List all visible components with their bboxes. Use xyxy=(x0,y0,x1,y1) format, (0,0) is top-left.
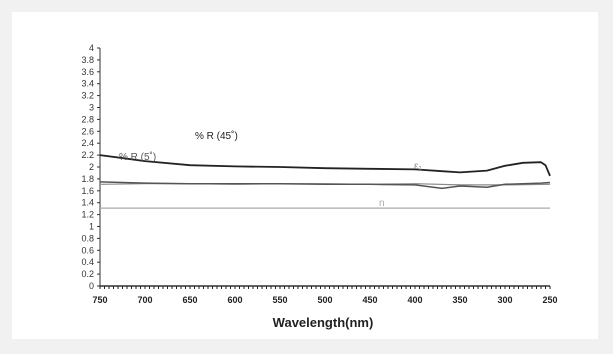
y-tick-label: 2.2 xyxy=(81,150,94,160)
x-tick-label: 450 xyxy=(362,295,377,305)
x-tick-label: 400 xyxy=(407,295,422,305)
y-tick-label: 1 xyxy=(89,222,94,232)
series-label-3: n xyxy=(379,198,385,209)
y-tick-label: 3.6 xyxy=(81,67,94,77)
y-tick-label: 3.4 xyxy=(81,79,94,89)
y-tick-label: 0.6 xyxy=(81,245,94,255)
y-tick-label: 0.8 xyxy=(81,233,94,243)
y-tick-label: 2.8 xyxy=(81,114,94,124)
series-line-0 xyxy=(99,154,551,177)
y-tick-label: 2.4 xyxy=(81,138,94,148)
x-tick-label: 700 xyxy=(137,295,152,305)
y-tick-label: 1.4 xyxy=(81,198,94,208)
x-tick-label: 750 xyxy=(92,295,107,305)
x-tick-label: 250 xyxy=(542,295,557,305)
series-labels: % R (45˚) % R (5˚) ε₁ n xyxy=(119,130,422,209)
series-lines xyxy=(99,154,551,209)
chart-frame: 0 0.2 0.4 0.6 0.8 1 1.2 1.4 1.6 1.8 2 2.2 2.4 2.6 2.8 3… xyxy=(12,12,598,339)
y-tick-label: 3.2 xyxy=(81,91,94,101)
x-tick-label: 600 xyxy=(227,295,242,305)
y-tick-label: 2.6 xyxy=(81,126,94,136)
series-label-2: ε₁ xyxy=(414,161,422,172)
x-tick-label: 550 xyxy=(272,295,287,305)
y-tick-label: 0 xyxy=(89,281,94,291)
x-tick-label: 300 xyxy=(497,295,512,305)
x-tick-label: 650 xyxy=(182,295,197,305)
y-tick-label: 1.8 xyxy=(81,174,94,184)
y-tick-label: 4 xyxy=(89,43,94,53)
y-tick-label: 1.2 xyxy=(81,210,94,220)
x-axis-title: Wavelength(nm) xyxy=(273,315,374,330)
x-axis: 750 700 650 600 550 500 450 400 350 300 250 xyxy=(92,285,558,305)
y-tick-label: 1.6 xyxy=(81,186,94,196)
series-label-0: % R (45˚) xyxy=(195,130,238,142)
x-tick-label: 350 xyxy=(452,295,467,305)
y-tick-label: 0.2 xyxy=(81,269,94,279)
y-tick-label: 2 xyxy=(89,162,94,172)
y-axis: 00.20.40.60.811.21.41.61.822.22.42.62.83… xyxy=(81,43,101,291)
x-tick-label: 500 xyxy=(317,295,332,305)
line-chart: 00.20.40.60.811.21.41.61.822.22.42.62.83… xyxy=(81,43,558,330)
series-line-1 xyxy=(99,181,551,190)
y-tick-label: 3.8 xyxy=(81,55,94,65)
y-tick-label: 3 xyxy=(89,103,94,113)
y-tick-label: 0.4 xyxy=(81,257,94,267)
series-label-1: % R (5˚) xyxy=(119,151,156,163)
